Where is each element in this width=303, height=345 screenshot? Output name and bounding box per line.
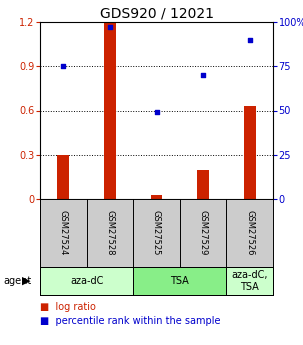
Text: GSM27528: GSM27528 bbox=[105, 210, 115, 256]
Text: GSM27529: GSM27529 bbox=[198, 210, 208, 256]
Text: GSM27525: GSM27525 bbox=[152, 210, 161, 256]
Text: aza-dC: aza-dC bbox=[70, 276, 103, 286]
Point bbox=[201, 72, 205, 78]
Bar bbox=[133, 267, 226, 295]
Bar bbox=[151, 195, 162, 199]
Text: aza-dC,
TSA: aza-dC, TSA bbox=[231, 270, 268, 292]
Bar bbox=[226, 267, 273, 295]
Bar bbox=[40, 267, 133, 295]
Title: GDS920 / 12021: GDS920 / 12021 bbox=[99, 7, 214, 21]
Point bbox=[247, 37, 252, 42]
Bar bbox=[58, 155, 69, 199]
Point bbox=[154, 109, 159, 115]
Text: ■  percentile rank within the sample: ■ percentile rank within the sample bbox=[40, 316, 221, 326]
Text: agent: agent bbox=[3, 276, 31, 286]
Text: GSM27524: GSM27524 bbox=[59, 210, 68, 256]
Text: ▶: ▶ bbox=[22, 276, 30, 286]
Bar bbox=[197, 169, 209, 199]
Bar bbox=[244, 106, 255, 199]
Bar bbox=[104, 23, 116, 199]
Text: ■  log ratio: ■ log ratio bbox=[40, 302, 96, 312]
Point bbox=[61, 63, 66, 69]
Point bbox=[108, 24, 112, 30]
Text: GSM27526: GSM27526 bbox=[245, 210, 254, 256]
Text: TSA: TSA bbox=[170, 276, 189, 286]
